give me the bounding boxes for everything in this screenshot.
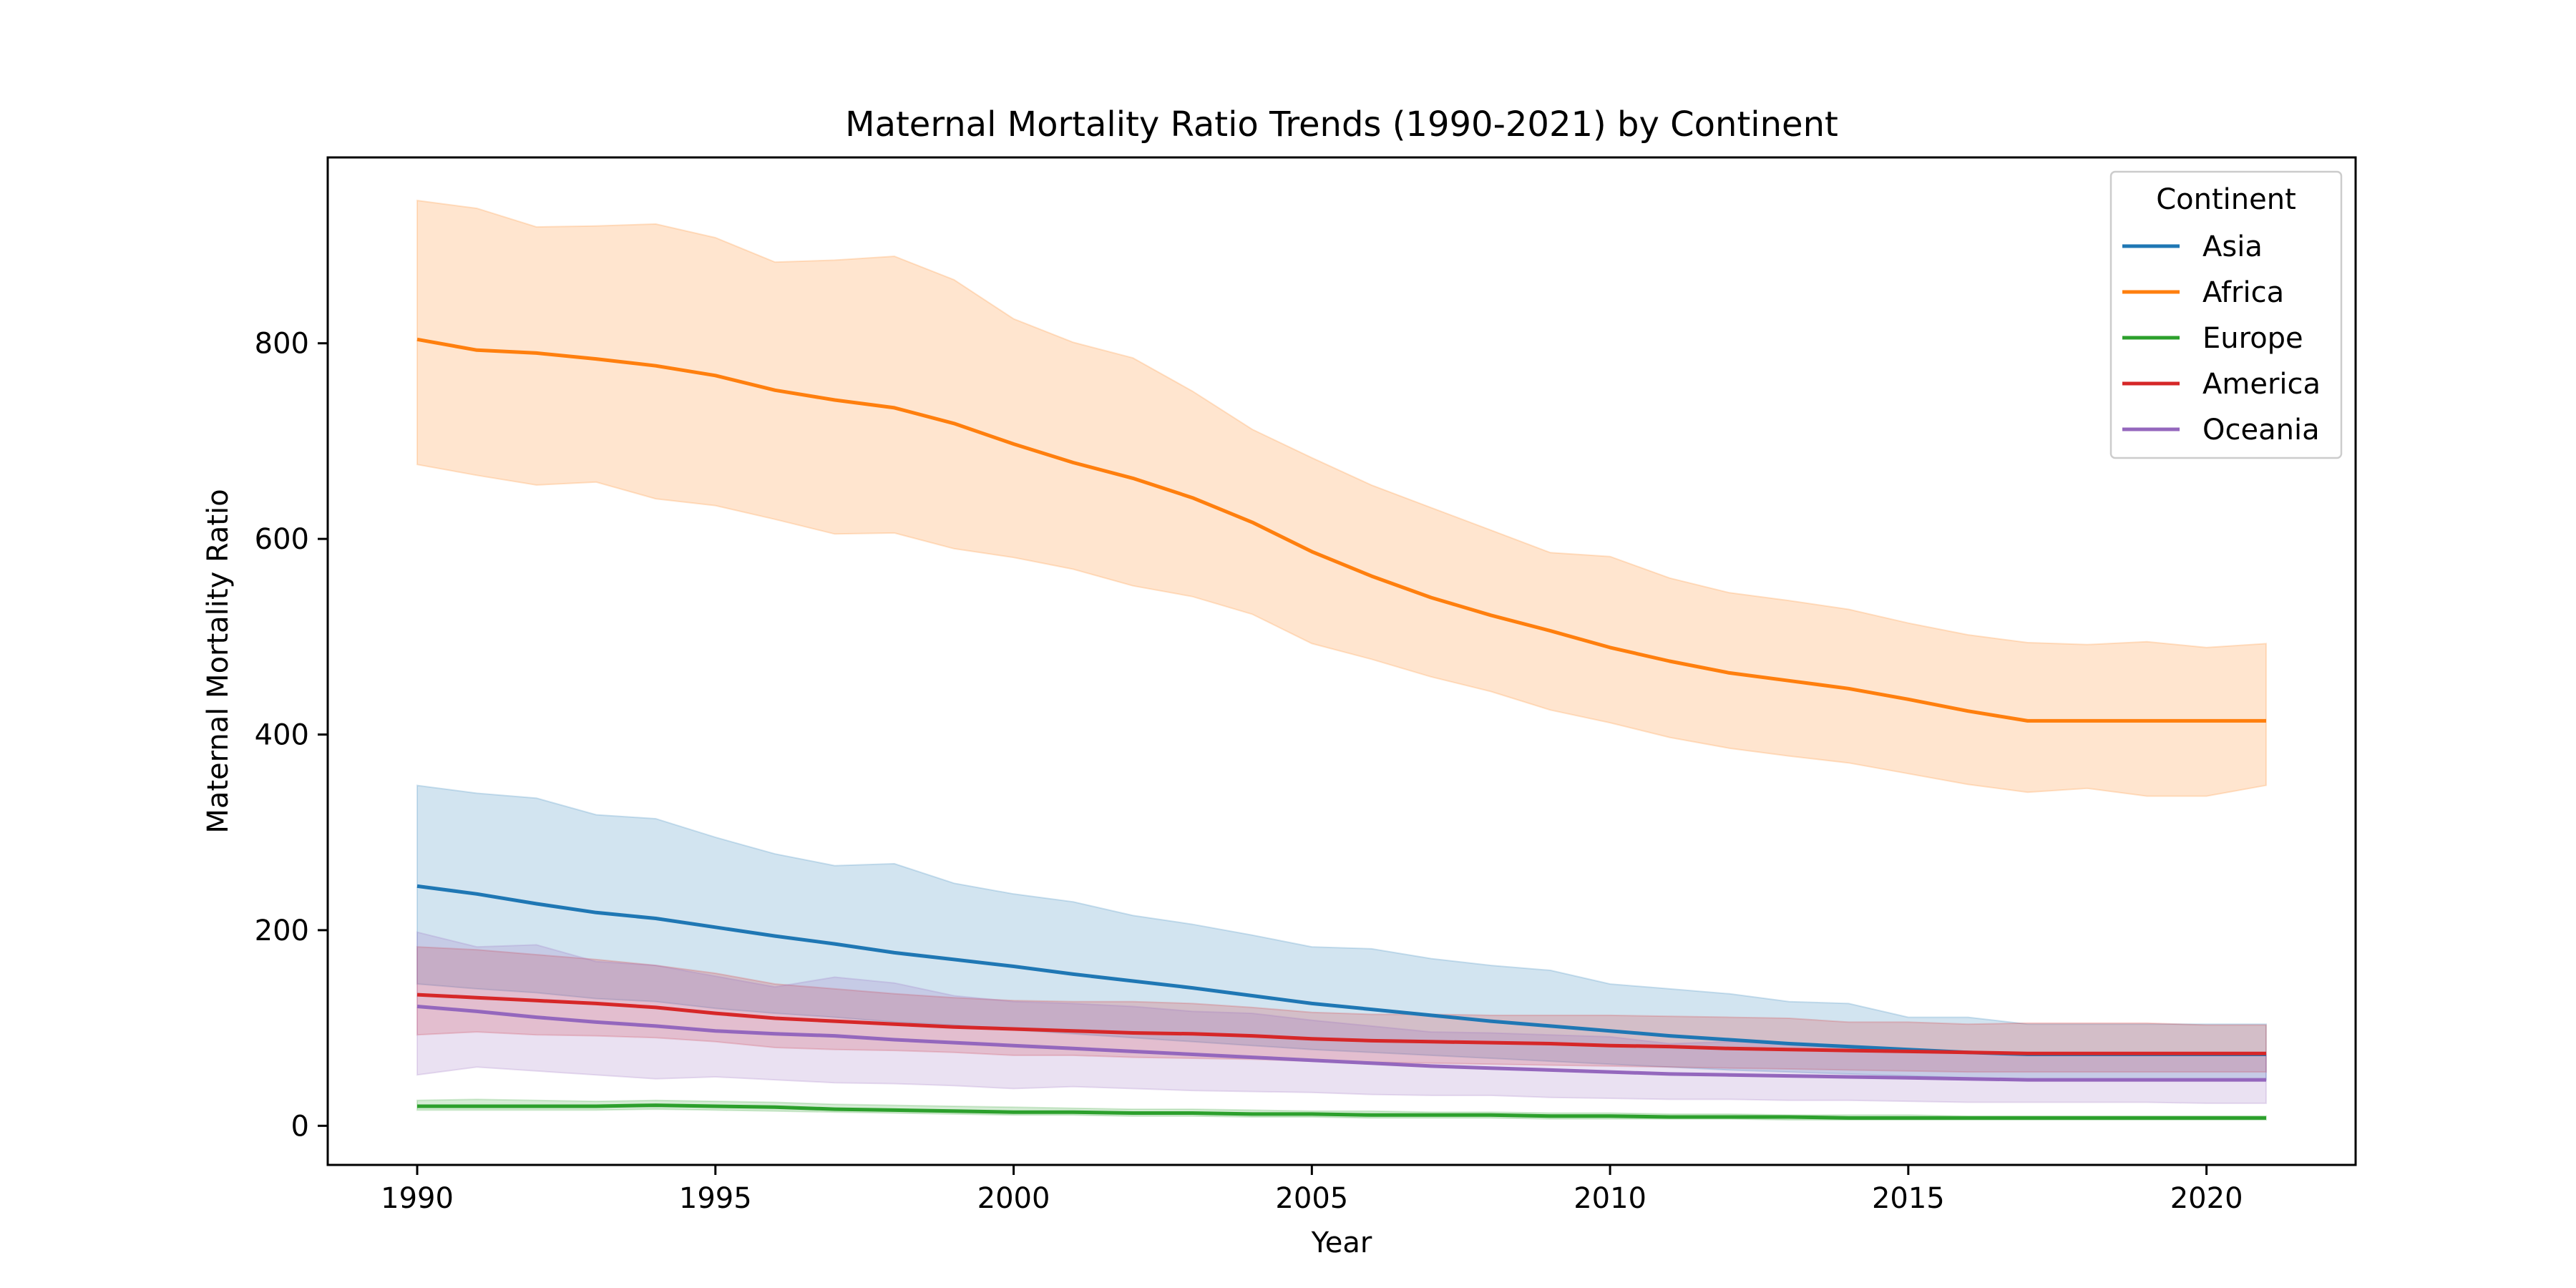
x-tick-label: 2010 [1574, 1182, 1646, 1215]
y-axis-label: Maternal Mortality Ratio [202, 489, 235, 833]
y-tick-label: 800 [255, 328, 309, 361]
x-tick-label: 1990 [381, 1182, 454, 1215]
y-tick-label: 200 [255, 914, 309, 947]
legend-title: Continent [2156, 183, 2296, 216]
series-line-europe [417, 1103, 2266, 1120]
legend-box [2109, 170, 2343, 459]
band-africa [416, 199, 2267, 797]
series-line-africa [416, 337, 2266, 723]
x-tick-label: 1995 [679, 1182, 752, 1215]
legend-label-europe: Europe [2202, 322, 2303, 355]
legend-label-asia: Asia [2202, 230, 2263, 263]
plot-area-frame [326, 156, 2357, 1166]
x-axis-ticks: 1990 1995 2000 2005 2010 2015 2020 [381, 1165, 2243, 1215]
legend-label-america: America [2202, 368, 2321, 401]
series-lines [416, 337, 2266, 1120]
x-tick-label: 2015 [1872, 1182, 1945, 1215]
x-tick-label: 2000 [977, 1182, 1050, 1215]
x-tick-label: 2005 [1275, 1182, 1348, 1215]
x-axis-label: Year [1311, 1226, 1372, 1259]
series-line-america [416, 992, 2266, 1055]
y-axis-ticks: 0 200 400 600 800 [255, 328, 328, 1143]
legend: Continent Asia Africa Europe America Oceania [2109, 170, 2343, 459]
band-oceania [416, 931, 2267, 1104]
y-tick-label: 400 [255, 719, 309, 752]
legend-label-oceania: Oceania [2202, 414, 2320, 447]
legend-items: Asia Africa Europe America Oceania [2122, 230, 2321, 447]
band-america [416, 946, 2267, 1073]
series-line-oceania [416, 1005, 2266, 1082]
chart-title: Maternal Mortality Ratio Trends (1990-20… [845, 104, 1838, 145]
x-tick-label: 2020 [2170, 1182, 2243, 1215]
y-tick-label: 600 [255, 523, 309, 556]
legend-label-africa: Africa [2202, 276, 2284, 309]
y-tick-label: 0 [291, 1110, 309, 1143]
confidence-bands [416, 199, 2267, 1121]
